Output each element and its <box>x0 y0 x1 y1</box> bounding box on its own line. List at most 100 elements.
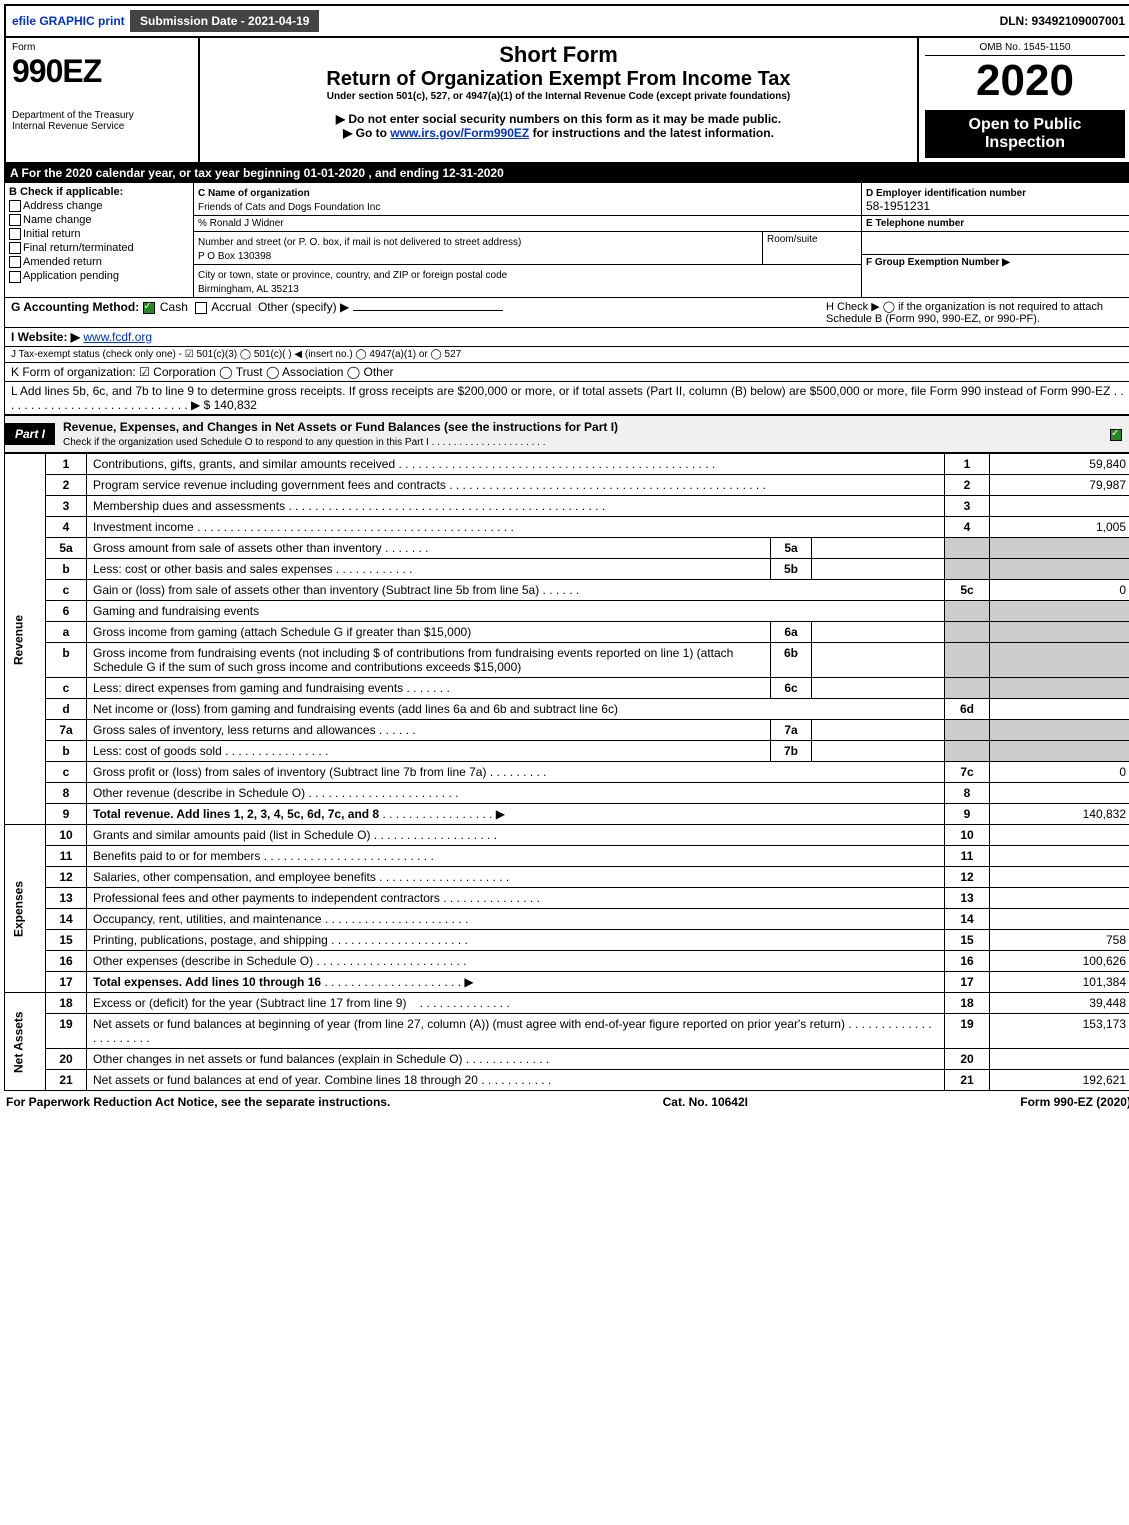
amount: 192,621 <box>990 1070 1129 1091</box>
check-accrual[interactable] <box>195 302 207 314</box>
amount: 59,840 <box>990 454 1129 475</box>
box-b: B Check if applicable: Address change Na… <box>5 183 194 297</box>
row-text: Salaries, other compensation, and employ… <box>93 870 376 884</box>
row-num: 3 <box>46 496 87 517</box>
page-footer: For Paperwork Reduction Act Notice, see … <box>4 1091 1129 1113</box>
inspection-box: Open to Public Inspection <box>925 110 1125 158</box>
row-num: a <box>46 622 87 643</box>
org-info-grid: B Check if applicable: Address change Na… <box>4 182 1129 298</box>
line-g-h: G Accounting Method: Cash Accrual Other … <box>4 298 1129 328</box>
website-link[interactable]: www.fcdf.org <box>83 330 152 344</box>
check-final-return[interactable]: Final return/terminated <box>9 241 189 255</box>
amount: 39,448 <box>990 993 1129 1014</box>
row-text: Excess or (deficit) for the year (Subtra… <box>93 996 406 1010</box>
form-word: Form <box>12 42 192 53</box>
street-value: P O Box 130398 <box>198 251 271 262</box>
line-box: 7c <box>945 762 990 783</box>
submission-date-button[interactable]: Submission Date - 2021-04-19 <box>130 10 319 32</box>
warning-ssn: ▶ Do not enter social security numbers o… <box>206 112 911 126</box>
row-num: 17 <box>46 972 87 993</box>
amount <box>990 1049 1129 1070</box>
line-box: 20 <box>945 1049 990 1070</box>
line-g-label: G Accounting Method: <box>11 300 139 314</box>
city-label: City or town, state or province, country… <box>198 270 507 281</box>
row-num: 20 <box>46 1049 87 1070</box>
row-num: 2 <box>46 475 87 496</box>
row-num: b <box>46 559 87 580</box>
footer-center: Cat. No. 10642I <box>663 1095 748 1109</box>
check-amended-return[interactable]: Amended return <box>9 255 189 269</box>
accrual-label: Accrual <box>211 300 251 314</box>
check-initial-return[interactable]: Initial return <box>9 227 189 241</box>
expenses-side-label: Expenses <box>5 825 46 993</box>
main-title: Return of Organization Exempt From Incom… <box>206 68 911 91</box>
row-text: Gross income from gaming (attach Schedul… <box>93 625 471 639</box>
top-bar-left: efile GRAPHIC print Submission Date - 20… <box>6 6 327 36</box>
row-text: Net assets or fund balances at end of ye… <box>93 1073 478 1087</box>
amount: 758 <box>990 930 1129 951</box>
row-num: 11 <box>46 846 87 867</box>
row-text: Net income or (loss) from gaming and fun… <box>93 702 618 716</box>
form-number: 990EZ <box>12 53 192 90</box>
check-label: Final return/terminated <box>23 242 134 254</box>
check-name-change[interactable]: Name change <box>9 213 189 227</box>
care-of: % Ronald J Widner <box>194 215 861 231</box>
row-num: c <box>46 580 87 601</box>
amount: 0 <box>990 762 1129 783</box>
goto-pre: ▶ Go to <box>343 126 390 140</box>
other-label: Other (specify) ▶ <box>258 300 349 314</box>
box-c: C Name of organization Friends of Cats a… <box>194 183 862 297</box>
sub-box: 6a <box>771 622 812 643</box>
amount <box>990 496 1129 517</box>
check-cash[interactable] <box>143 302 155 314</box>
irs-link[interactable]: www.irs.gov/Form990EZ <box>390 126 529 140</box>
dln-label: DLN: 93492109007001 <box>994 12 1129 30</box>
sub-box: 6b <box>771 643 812 678</box>
box-d-label: D Employer identification number <box>866 188 1026 199</box>
row-text: Less: cost of goods sold <box>93 744 222 758</box>
warning-goto: ▶ Go to www.irs.gov/Form990EZ for instru… <box>206 126 911 140</box>
amount: 79,987 <box>990 475 1129 496</box>
amount: 100,626 <box>990 951 1129 972</box>
sub-box: 7a <box>771 720 812 741</box>
amount: 101,384 <box>990 972 1129 993</box>
check-application-pending[interactable]: Application pending <box>9 269 189 283</box>
row-text: Contributions, gifts, grants, and simila… <box>93 457 395 471</box>
amount <box>990 867 1129 888</box>
line-h: H Check ▶ ◯ if the organization is not r… <box>826 300 1126 325</box>
row-text: Occupancy, rent, utilities, and maintena… <box>93 912 322 926</box>
row-text: Membership dues and assessments <box>93 499 285 513</box>
line-box: 17 <box>945 972 990 993</box>
amount <box>990 846 1129 867</box>
box-def: D Employer identification number 58-1951… <box>862 183 1129 297</box>
check-label: Initial return <box>23 228 80 240</box>
sub-box: 5a <box>771 538 812 559</box>
row-text: Gross income from fundraising events (no… <box>93 646 733 674</box>
sub-box: 7b <box>771 741 812 762</box>
part1-checkbox[interactable] <box>1110 429 1122 441</box>
tax-year: 2020 <box>925 56 1125 106</box>
check-address-change[interactable]: Address change <box>9 199 189 213</box>
row-num: 14 <box>46 909 87 930</box>
line-box: 1 <box>945 454 990 475</box>
header-right: OMB No. 1545-1150 2020 Open to Public In… <box>917 38 1129 162</box>
row-text: Other expenses (describe in Schedule O) <box>93 954 313 968</box>
line-box: 8 <box>945 783 990 804</box>
street-label: Number and street (or P. O. box, if mail… <box>198 237 521 248</box>
part1-label: Part I <box>5 423 55 445</box>
row-text: Other changes in net assets or fund bala… <box>93 1052 463 1066</box>
row-num: 5a <box>46 538 87 559</box>
check-label: Amended return <box>23 256 102 268</box>
line-box: 10 <box>945 825 990 846</box>
line-box: 13 <box>945 888 990 909</box>
row-num: c <box>46 678 87 699</box>
line-box: 9 <box>945 804 990 825</box>
row-num: b <box>46 643 87 678</box>
amount: 153,173 <box>990 1014 1129 1049</box>
box-e-label: E Telephone number <box>862 215 1129 231</box>
row-num: 19 <box>46 1014 87 1049</box>
header-center: Short Form Return of Organization Exempt… <box>200 38 917 162</box>
efile-print-link[interactable]: efile GRAPHIC print <box>12 14 125 28</box>
sub-box: 5b <box>771 559 812 580</box>
section-a-bar: A For the 2020 calendar year, or tax yea… <box>4 164 1129 182</box>
